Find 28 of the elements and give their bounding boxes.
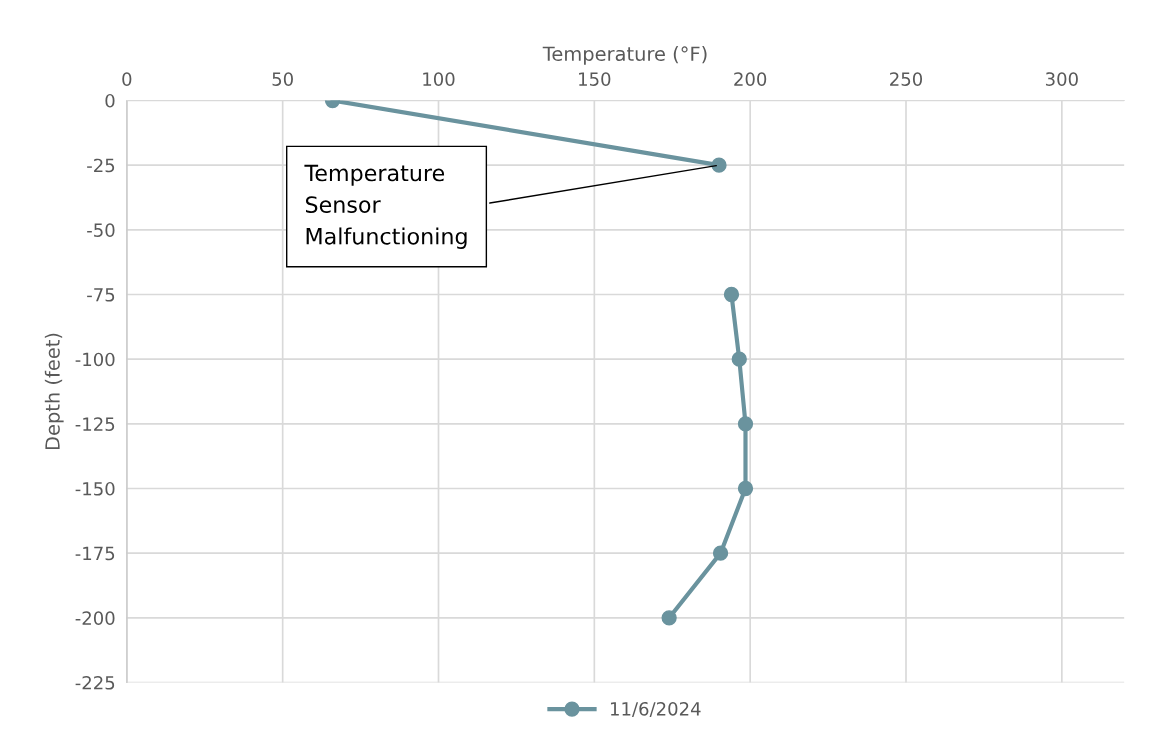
- x-tick-label: 250: [890, 72, 923, 86]
- y-tick-label: -125: [75, 417, 115, 431]
- y-tick-label: 0: [105, 93, 115, 108]
- point: [712, 545, 729, 561]
- y-tick-label: -200: [75, 611, 115, 625]
- point: [737, 480, 754, 497]
- x-tick-label: 150: [579, 72, 611, 86]
- y-tick-label: -75: [87, 288, 115, 302]
- x-tick-label: 50: [272, 72, 293, 86]
- y-tick-label: -50: [87, 223, 115, 237]
- point: [731, 351, 747, 367]
- legend-label: 11/6/2024: [610, 701, 701, 718]
- x-tick-label: 300: [1045, 72, 1078, 86]
- point: [737, 416, 754, 432]
- x-axis-title: Temperature (°F): [542, 46, 707, 65]
- x-tick-label: 200: [734, 72, 767, 86]
- x-tick-label: 0: [122, 72, 132, 86]
- point: [661, 610, 677, 626]
- y-axis-title: Depth (feet): [44, 333, 64, 450]
- y-tick-label: -150: [75, 481, 115, 496]
- y-tick-label: -175: [75, 546, 115, 561]
- y-tick-label: -25: [87, 158, 115, 173]
- y-tick-label: -225: [75, 675, 115, 690]
- point: [723, 286, 740, 303]
- annotation: Temperature Sensor Malfunctioning: [304, 164, 467, 249]
- y-tick-label: -100: [75, 352, 115, 367]
- point: [711, 157, 727, 173]
- x-tick-label: 100: [423, 72, 455, 86]
